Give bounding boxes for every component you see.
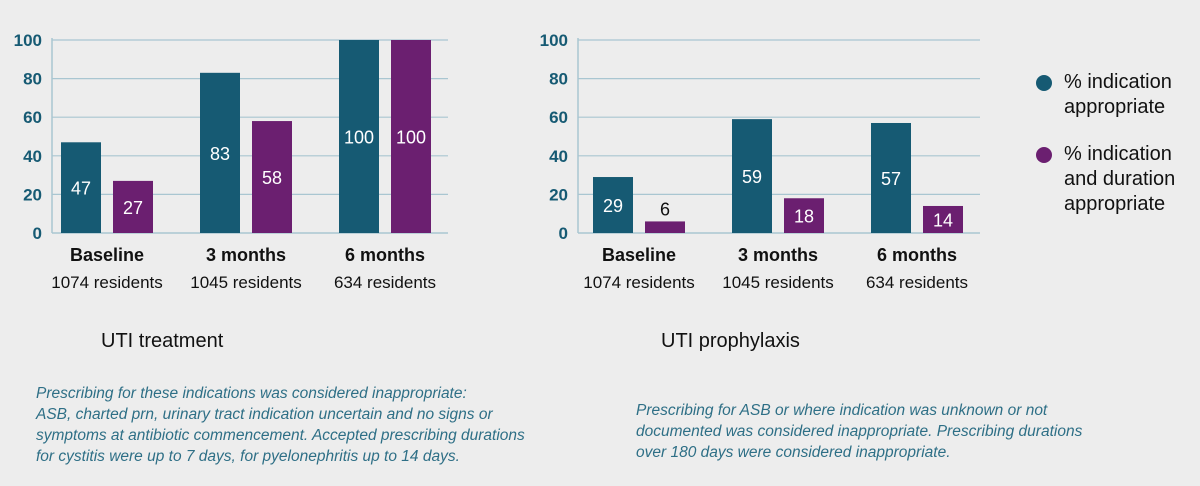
legend-item-indication-duration-appropriate: % indication and duration appropriate — [1036, 142, 1175, 217]
data-label: 100 — [344, 128, 374, 148]
note-line: documented was considered inappropriate.… — [636, 423, 1083, 440]
y-tick-label: 60 — [549, 108, 568, 127]
note-line: Prescribing for these indications was co… — [36, 385, 467, 402]
x-tick-label: Baseline — [70, 245, 144, 265]
legend-label-line: and duration — [1064, 168, 1176, 190]
bar — [784, 198, 824, 233]
legend-swatch-series1 — [1036, 75, 1052, 91]
y-tick-label: 80 — [549, 70, 568, 89]
y-tick-label: 20 — [23, 185, 42, 204]
legend-swatch-series2 — [1036, 147, 1052, 163]
data-label: 14 — [933, 210, 953, 230]
bar — [645, 221, 685, 233]
x-tick-sublabel: 1074 residents — [583, 273, 695, 292]
y-tick-label: 40 — [549, 147, 568, 166]
note-line: over 180 days were considered inappropri… — [636, 444, 951, 461]
data-label: 59 — [742, 167, 762, 187]
y-tick-label: 80 — [23, 70, 42, 89]
note-treatment: Prescribing for these indications was co… — [36, 383, 525, 467]
bar — [113, 180, 153, 233]
data-label: 29 — [603, 196, 623, 216]
y-tick-label: 60 — [23, 108, 42, 127]
data-label: 6 — [660, 199, 670, 219]
x-tick-sublabel: 1074 residents — [51, 273, 163, 292]
chart-title-treatment: UTI treatment — [101, 330, 224, 352]
x-tick-label: 3 months — [738, 245, 818, 265]
y-tick-label: 20 — [549, 185, 568, 204]
x-tick-sublabel: 1045 residents — [190, 273, 302, 292]
note-line: for cystitis were up to 7 days, for pyel… — [36, 448, 460, 465]
x-tick-label: 3 months — [206, 245, 286, 265]
note-line: ASB, charted prn, urinary tract indicati… — [36, 406, 493, 423]
x-tick-sublabel: 634 residents — [866, 273, 968, 292]
legend-label-line: % indication — [1064, 71, 1172, 93]
data-label: 18 — [794, 207, 814, 227]
y-tick-label: 0 — [559, 224, 568, 243]
x-tick-label: 6 months — [877, 245, 957, 265]
data-label: 58 — [262, 168, 282, 188]
data-label: 57 — [881, 169, 901, 189]
bar — [61, 142, 101, 233]
bar — [200, 72, 240, 233]
legend-label-line: appropriate — [1064, 96, 1166, 118]
note-line: Prescribing for ASB or where indication … — [636, 402, 1048, 419]
bar — [252, 121, 292, 233]
x-tick-label: Baseline — [602, 245, 676, 265]
chart-title-prophylaxis: UTI prophylaxis — [661, 330, 800, 352]
y-tick-label: 100 — [540, 31, 568, 50]
legend-label-line: appropriate — [1064, 193, 1166, 215]
chart-uti-treatment: 0 20 40 60 80 100 47 27 Baseline 1074 residents 83… — [14, 31, 448, 292]
y-tick-label: 100 — [14, 31, 42, 50]
bar — [871, 122, 911, 233]
bar — [732, 119, 772, 233]
bar — [391, 40, 431, 233]
x-tick-label: 6 months — [345, 245, 425, 265]
y-tick-label: 40 — [23, 147, 42, 166]
legend-item-indication-appropriate: % indication appropriate — [1036, 70, 1175, 120]
data-label: 83 — [210, 144, 230, 164]
note-line: symptoms at antibiotic commencement. Acc… — [36, 427, 525, 444]
legend-label-line: % indication — [1064, 143, 1172, 165]
bar — [593, 177, 633, 233]
data-label: 100 — [396, 128, 426, 148]
legend: % indication appropriate % indication an… — [1036, 70, 1175, 217]
note-prophylaxis: Prescribing for ASB or where indication … — [636, 400, 1082, 463]
data-label: 27 — [123, 198, 143, 218]
bar — [339, 40, 379, 233]
y-tick-label: 0 — [33, 224, 42, 243]
x-tick-sublabel: 634 residents — [334, 273, 436, 292]
x-tick-sublabel: 1045 residents — [722, 273, 834, 292]
chart-uti-prophylaxis: 0 20 40 60 80 100 29 6 Baseline 1074 residents 59 1… — [540, 31, 980, 292]
data-label: 47 — [71, 179, 91, 199]
bar — [923, 205, 963, 233]
